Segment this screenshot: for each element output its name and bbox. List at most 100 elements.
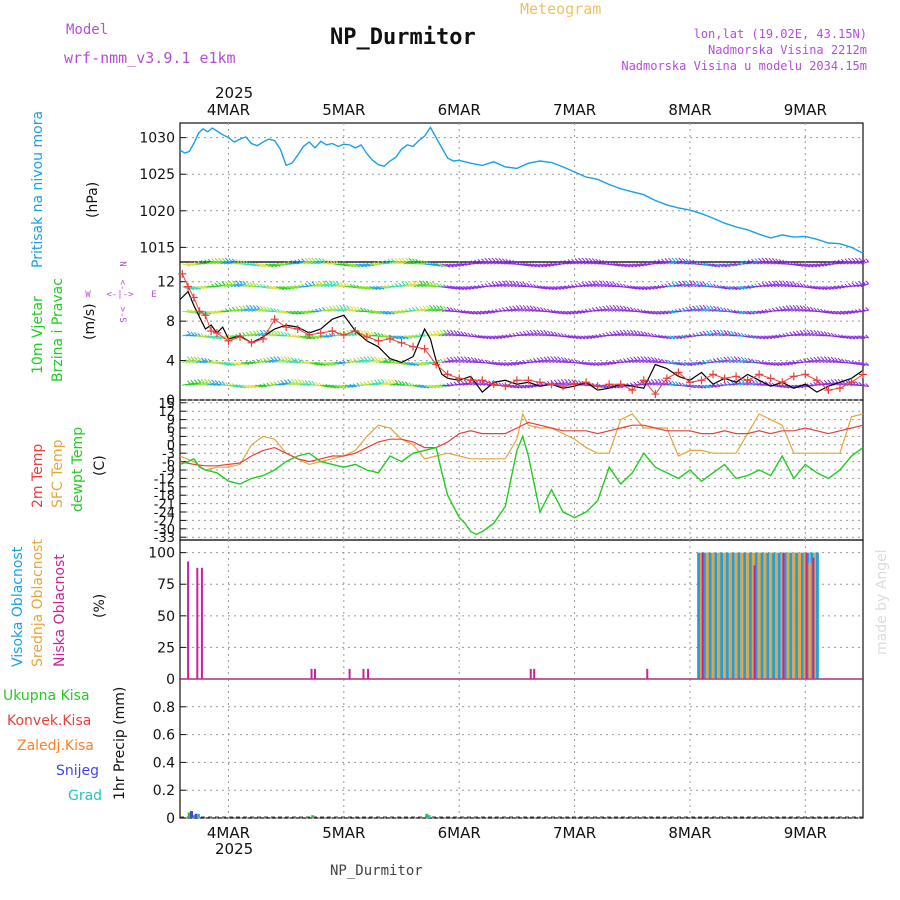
wind-barb-head: [692, 280, 696, 285]
wind-barb: [607, 362, 617, 365]
cloud-bar: [747, 552, 752, 679]
wind-barb-head: [494, 257, 499, 262]
wind-barb-head: [387, 258, 392, 263]
model-label: Model: [66, 22, 108, 38]
wind-barb: [376, 360, 385, 364]
wind-barb-head: [325, 258, 330, 263]
wind-barb: [320, 384, 329, 388]
wind-barb: [507, 362, 516, 366]
wind-barb: [296, 335, 305, 339]
wind-barb: [770, 283, 779, 288]
y-tick-label: -24: [154, 506, 175, 521]
wind-barb-head: [792, 281, 797, 286]
cloud-bar: [728, 552, 732, 679]
wind-barb-head: [398, 380, 402, 385]
wind-barb: [680, 283, 689, 288]
wind-barb-head: [591, 280, 596, 285]
wind-barb-head: [252, 282, 257, 286]
wind-barb-head: [204, 259, 208, 264]
wind-barb: [182, 359, 191, 364]
wind-barb: [244, 362, 253, 365]
wind-barb: [396, 335, 406, 340]
wind-barb-head: [249, 304, 253, 309]
wind-barb: [825, 359, 835, 364]
wind-barb: [787, 307, 797, 312]
wind-barb: [569, 260, 579, 265]
wind-barb: [410, 261, 419, 265]
gust-marker: [732, 372, 741, 381]
wind-barb: [296, 261, 305, 265]
wind-barb: [663, 310, 672, 314]
wind-barb-head: [373, 379, 378, 384]
wind-barb-head: [353, 357, 357, 362]
wind-barb: [431, 332, 440, 337]
wind-barb-head: [304, 257, 309, 262]
wind-barb: [286, 360, 295, 364]
wind-barb-head: [204, 378, 208, 383]
wind-barb-head: [190, 379, 195, 384]
wind-barb: [739, 381, 748, 386]
wind-barb: [348, 308, 357, 312]
cloud-bar: [788, 552, 793, 679]
wind-barb: [566, 310, 575, 315]
wind-barb: [483, 310, 492, 314]
wind-barb: [552, 286, 561, 290]
wind-barb-head: [245, 331, 250, 336]
wind-barb-head: [813, 329, 818, 334]
wind-barb: [448, 332, 457, 337]
wind-barb: [358, 263, 367, 268]
wind-barb: [618, 332, 627, 337]
wind-barb: [611, 333, 620, 337]
wind-barb: [261, 263, 271, 268]
wind-barb: [819, 382, 828, 386]
wind-barb: [265, 332, 274, 337]
wind-barb-head: [567, 358, 572, 362]
wind-barb: [857, 335, 866, 339]
wind-barb: [510, 384, 520, 389]
y-tick-label: 8: [166, 314, 175, 330]
wind-barb-head: [699, 305, 703, 309]
wind-barb: [801, 309, 810, 312]
wind-barb: [639, 359, 648, 364]
wind-barb-head: [699, 281, 703, 285]
wind-barb-head: [702, 330, 707, 335]
wind-barb-head: [854, 381, 859, 385]
wind-barb: [434, 332, 444, 337]
cloud-unit: (%): [92, 594, 108, 618]
wind-barb: [742, 360, 752, 364]
wind-barb: [510, 362, 520, 366]
wind-barb-head: [429, 304, 433, 309]
wind-barb: [818, 359, 828, 364]
gust-marker: [478, 376, 487, 385]
wind-barb-head: [505, 258, 510, 263]
gust-marker: [570, 380, 579, 389]
wind-barb-head: [512, 260, 517, 264]
wind-barb: [763, 335, 772, 340]
wind-barb-head: [453, 356, 458, 361]
wind-barb: [372, 286, 381, 290]
wind-barb-head: [460, 380, 465, 384]
gust-marker: [305, 330, 314, 339]
wind-barb: [649, 360, 658, 364]
wind-barb: [684, 335, 693, 338]
wind-barb: [209, 260, 219, 265]
wind-barb: [448, 286, 457, 290]
wind-barb-head: [401, 257, 406, 262]
wind-barb-head: [799, 305, 804, 309]
wind-barb: [545, 333, 554, 337]
wind-barb: [272, 263, 281, 267]
gust-marker: [535, 378, 544, 387]
wind-barb-head: [609, 331, 613, 336]
wind-barb-head: [778, 259, 783, 263]
wind-barb: [292, 381, 302, 386]
wind-barb-head: [567, 259, 572, 263]
wind-barb: [237, 384, 246, 389]
wind-barb-head: [273, 330, 278, 334]
wind-barb: [780, 362, 790, 366]
cloud-bar: [814, 552, 819, 679]
cloud-bar: [707, 552, 712, 679]
svg-text:<-: <-: [117, 280, 127, 291]
wind-barb: [369, 263, 378, 266]
wind-barb: [794, 308, 804, 312]
